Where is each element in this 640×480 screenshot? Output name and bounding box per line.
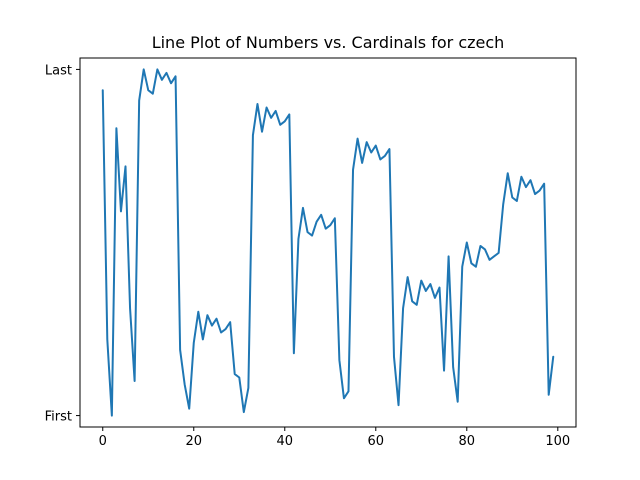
x-tick-label: 40 [276,434,293,449]
chart-title: Line Plot of Numbers vs. Cardinals for c… [152,33,505,52]
x-tick-label: 80 [459,434,476,449]
x-tick-label: 0 [99,434,107,449]
series-layer [101,68,555,417]
x-tick-label: 60 [368,434,385,449]
axis-ticks: 0 20 40 60 80 100 First Last [45,63,571,449]
x-tick-label: 100 [545,434,570,449]
y-tick-label: First [45,410,72,425]
series-line-0 [101,68,555,417]
y-tick-label: Last [45,63,72,78]
x-tick-label: 20 [185,434,202,449]
plot-frame [79,57,577,428]
